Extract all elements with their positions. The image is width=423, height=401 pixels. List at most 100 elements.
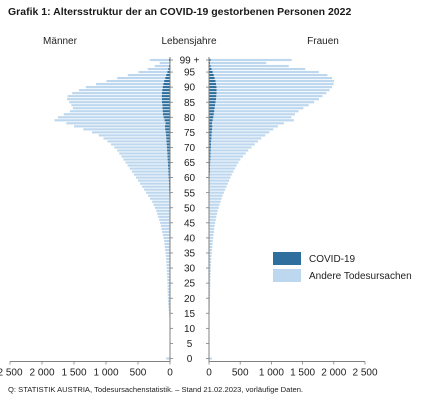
- bar-men-covid-age-96: [168, 67, 170, 71]
- bar-men-other-age-35: [165, 251, 170, 255]
- bar-women-other-age-68: [210, 152, 246, 155]
- bar-men-other-age-59: [138, 179, 169, 182]
- bar-women-other-age-41: [209, 233, 214, 236]
- bar-women-other-age-49: [209, 209, 218, 212]
- bar-men-other-age-84: [71, 104, 163, 107]
- bar-men-other-age-36: [165, 248, 170, 252]
- bar-men-other-age-55: [146, 191, 170, 194]
- chart-title: Grafik 1: Altersstruktur der an COVID-19…: [8, 6, 352, 18]
- bar-women-covid-age-68: [209, 152, 211, 155]
- bar-men-covid-age-63: [168, 167, 170, 170]
- bar-men-covid-age-79: [164, 119, 170, 122]
- bar-women-covid-age-92: [209, 80, 216, 83]
- bar-men-covid-age-78: [165, 122, 170, 125]
- bar-men-other-age-61: [133, 173, 169, 176]
- bar-men-other-age-79: [54, 119, 165, 122]
- bar-men-other-age-44: [160, 224, 170, 227]
- bar-men-covid-age-86: [161, 98, 170, 101]
- bar-men-other-age-47: [158, 215, 170, 218]
- age-tick-label: 95: [184, 68, 196, 79]
- bar-women-covid-age-80: [209, 116, 214, 119]
- bar-men-covid-age-58: [168, 182, 170, 185]
- age-tick-label: 90: [184, 83, 196, 94]
- x-tick-label-women: 1 000: [259, 368, 284, 379]
- bar-men-other-age-38: [164, 242, 170, 246]
- bar-men-other-age-20: [167, 297, 170, 300]
- bar-men-other-age-54: [148, 194, 170, 197]
- bar-men-other-age-86: [67, 98, 162, 101]
- bar-women-other-age-46: [209, 218, 216, 221]
- bar-women-other-age-72: [211, 140, 259, 143]
- bar-men-other-age-28: [167, 272, 170, 276]
- bar-women-other-age-57: [209, 185, 227, 188]
- bar-women-other-age-59: [209, 179, 230, 182]
- bar-women-covid-age-73: [209, 137, 212, 140]
- header-lebensjahre: Lebensjahre: [161, 36, 216, 47]
- bar-men-other-age-64: [127, 164, 168, 167]
- bar-women-other-age-61: [209, 173, 232, 176]
- bar-women-covid-age-85: [209, 101, 216, 104]
- bar-women-covid-age-74: [209, 134, 212, 137]
- bar-women-other-age-47: [209, 215, 217, 218]
- bar-women-covid-age-63: [209, 167, 211, 170]
- bar-men-covid-age-97: [168, 64, 170, 68]
- bar-men-covid-age-64: [167, 164, 170, 167]
- bar-women-covid-age-86: [209, 98, 216, 101]
- bar-men-other-age-53: [150, 197, 170, 200]
- bar-women-other-age-79: [212, 119, 294, 122]
- age-tick-label: 50: [184, 203, 196, 214]
- bar-men-other-age-37: [164, 245, 170, 249]
- bar-men-other-age-87: [67, 95, 162, 98]
- bar-men-other-age-91: [96, 83, 164, 86]
- bar-women-other-age-29: [209, 269, 211, 273]
- bar-men-other-age-19: [167, 300, 170, 303]
- bar-women-other-age-21: [209, 294, 211, 297]
- bar-women-other-age-65: [210, 161, 239, 164]
- bar-women-covid-age-88: [209, 92, 217, 95]
- bar-women-covid-age-79: [209, 119, 213, 122]
- bar-women-covid-age-65: [209, 161, 211, 164]
- x-tick-label-men: 2 000: [29, 368, 54, 379]
- bar-men-other-age-46: [159, 218, 170, 221]
- bar-women-covid-age-78: [209, 122, 213, 125]
- x-tick-label-women: 0: [206, 368, 212, 379]
- bar-women-covid-age-81: [209, 113, 214, 116]
- bar-men-other-age-41: [162, 233, 170, 236]
- bar-women-covid-age-89: [209, 89, 217, 92]
- bar-men-other-age-82: [69, 110, 163, 113]
- bar-men-other-age-90: [85, 86, 163, 89]
- bar-women-other-age-90: [216, 86, 332, 89]
- age-tick-label: 80: [184, 113, 196, 124]
- bar-women-other-age-74: [211, 134, 266, 137]
- bar-men-other-age-48: [157, 212, 170, 215]
- bar-men-other-age-33: [166, 257, 170, 261]
- bar-men-covid-age-68: [167, 152, 170, 155]
- bar-women-other-age-22: [209, 291, 211, 294]
- bar-men-other-age-18: [168, 303, 170, 306]
- bar-women-other-age-98: [210, 61, 267, 65]
- bar-men-covid-age-71: [166, 143, 170, 146]
- bar-men-other-age-51: [153, 203, 170, 206]
- bar-men-other-age-31: [166, 263, 170, 267]
- age-tick-label: 40: [184, 233, 196, 244]
- bar-men-other-age-77: [74, 125, 165, 128]
- bar-women-other-age-36: [209, 248, 213, 252]
- bar-men-covid-age-94: [166, 73, 170, 77]
- bar-men-other-age-88: [72, 92, 162, 95]
- bar-men-other-age-49: [156, 209, 170, 212]
- bar-women-other-age-0: [209, 357, 212, 360]
- bar-women-covid-age-69: [209, 149, 211, 152]
- bar-women-other-age-94: [213, 73, 328, 77]
- bar-men-other-age-78: [66, 122, 166, 125]
- bar-women-covid-age-71: [209, 143, 212, 146]
- bar-men-covid-age-87: [161, 95, 170, 98]
- bar-women-other-age-28: [209, 272, 211, 276]
- bar-women-other-age-89: [216, 89, 330, 92]
- bar-women-covid-age-75: [209, 131, 212, 134]
- bar-women-other-age-67: [210, 155, 244, 158]
- legend-swatch-covid: [273, 252, 301, 265]
- bar-men-covid-age-72: [166, 140, 170, 143]
- bar-men-covid-age-73: [166, 137, 170, 140]
- bar-women-other-age-99: [210, 58, 292, 62]
